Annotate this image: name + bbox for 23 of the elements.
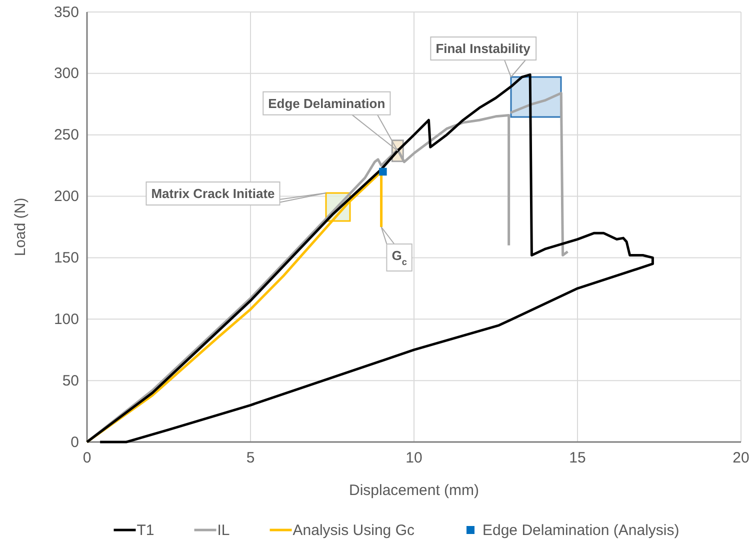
annotation: Final Instability [436, 41, 532, 56]
y-tick-label: 0 [70, 434, 79, 451]
legend-label: Edge Delamination (Analysis) [482, 522, 680, 539]
y-tick-label: 200 [54, 188, 79, 206]
y-axis-title: Load (N) [12, 198, 29, 256]
x-tick-label: 0 [82, 450, 92, 467]
legend-label: Analysis Using Gc [292, 522, 415, 539]
x-tick-label: 20 [732, 450, 750, 467]
legend-label: IL [217, 522, 230, 539]
y-tick-label: 250 [54, 126, 79, 144]
annotation: Edge Delamination [268, 96, 386, 111]
y-tick-label: 150 [54, 250, 79, 267]
x-tick-label: 10 [406, 450, 422, 467]
annotation: G$_{c}$ [392, 248, 407, 267]
annotation: Matrix Crack Initiate [151, 186, 275, 201]
x-tick-label: 15 [569, 450, 586, 467]
x-tick-label: 5 [246, 450, 255, 467]
y-tick-label: 100 [54, 310, 79, 328]
legend-label: T1 [136, 522, 154, 539]
y-tick-label: 50 [62, 372, 79, 390]
y-tick-label: 350 [54, 4, 79, 21]
y-tick-label: 300 [54, 65, 79, 82]
x-axis-title: Displacement (mm) [348, 482, 480, 499]
